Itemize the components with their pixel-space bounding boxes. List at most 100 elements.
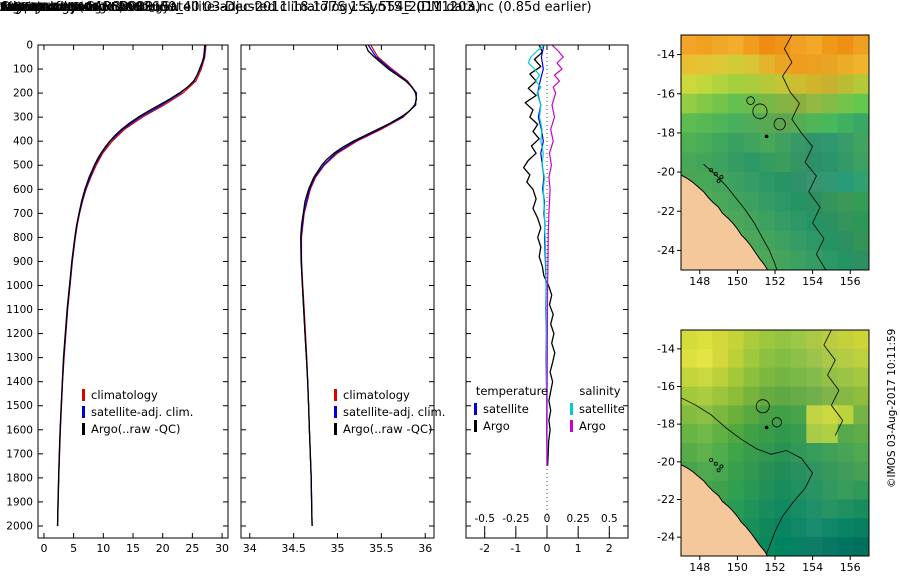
legend-item: satellite <box>570 400 630 417</box>
map-field <box>681 330 869 556</box>
legend-label: Argo(..raw -QC) <box>343 421 433 436</box>
svg-text:0.5: 0.5 <box>601 513 618 525</box>
svg-text:-16: -16 <box>657 380 675 393</box>
legend-column-header: temperature <box>475 384 549 398</box>
legend-label: climatology <box>91 387 158 402</box>
argo-line-swatch <box>334 422 337 435</box>
legend-item: Argo(..raw -QC) <box>82 420 193 437</box>
svg-text:-20: -20 <box>657 455 675 468</box>
svg-text:10: 10 <box>96 542 110 555</box>
climatology-line-swatch <box>334 388 337 401</box>
map-field <box>681 35 869 270</box>
svg-text:0: 0 <box>544 542 551 555</box>
svg-text:5: 5 <box>70 542 77 555</box>
sla-map-title-line2: Argo h1000: 0.067 h2000: NaN <box>0 0 180 14</box>
svg-text:-18: -18 <box>657 126 675 139</box>
legend-diff-salinity-column: salinity satellite Argo <box>570 384 630 434</box>
svg-text:-22: -22 <box>657 493 675 506</box>
sla-map: 148 150 152 154 156 -14 -16 -18 -20 -22 -24 <box>657 329 870 574</box>
page-subtitle: Climatology: CARS2009. Satellite-adjuste… <box>0 0 592 15</box>
legend-label: Argo <box>579 418 606 433</box>
satellite-t-line-swatch <box>474 402 477 415</box>
legend-temperature-panel: climatology satellite-adj. clim. Argo(..… <box>82 386 193 437</box>
svg-text:0: 0 <box>544 513 551 525</box>
svg-text:150: 150 <box>727 275 748 288</box>
svg-text:152: 152 <box>765 561 786 574</box>
svg-text:0: 0 <box>40 542 47 555</box>
svg-text:34.5: 34.5 <box>281 542 306 555</box>
page-title: Argo profile: csiro 5903639_40 03-Dec-20… <box>0 0 481 15</box>
svg-text:700: 700 <box>13 208 33 220</box>
svg-text:-1: -1 <box>510 542 521 555</box>
svg-text:30: 30 <box>215 542 229 555</box>
xlabel-t-difference: T difference from climatology <box>0 0 170 14</box>
satellite-clim-line-swatch <box>82 405 85 418</box>
svg-text:35.5: 35.5 <box>369 542 394 555</box>
svg-text:156: 156 <box>840 275 861 288</box>
svg-text:2000: 2000 <box>6 520 33 532</box>
svg-text:25: 25 <box>185 542 199 555</box>
difference-profile-plot: -2 -1 0 1 2 -0.5 -0.25 0 0.25 0.5 <box>465 44 629 555</box>
legend-salinity-panel: climatology satellite-adj. clim. Argo(..… <box>334 386 445 437</box>
svg-text:-18: -18 <box>657 418 675 431</box>
svg-text:-24: -24 <box>657 531 675 544</box>
legend-label: satellite-adj. clim. <box>343 404 446 419</box>
argo-t-line-swatch <box>474 419 477 432</box>
legend-item: climatology <box>334 386 445 403</box>
svg-text:148: 148 <box>689 561 710 574</box>
svg-text:1100: 1100 <box>6 304 33 316</box>
svg-text:154: 154 <box>802 561 823 574</box>
svg-text:1400: 1400 <box>6 376 33 388</box>
svg-text:-20: -20 <box>657 166 675 179</box>
svg-text:-14: -14 <box>657 48 675 61</box>
svg-text:36: 36 <box>418 542 432 555</box>
svg-text:0.25: 0.25 <box>566 513 589 525</box>
legend-item: Argo <box>474 417 550 434</box>
legend-item: satellite-adj. clim. <box>82 403 193 420</box>
svg-text:500: 500 <box>13 160 33 172</box>
svg-text:-16: -16 <box>657 87 675 100</box>
legend-label: satellite-adj. clim. <box>91 404 194 419</box>
temperature-profile-plot: 0 5 10 15 20 25 300100200300400500600700800900… <box>6 40 229 556</box>
satellite-s-line-swatch <box>570 402 573 415</box>
svg-text:1500: 1500 <box>6 400 33 412</box>
svg-text:150: 150 <box>727 561 748 574</box>
svg-text:300: 300 <box>13 112 33 124</box>
svg-text:154: 154 <box>802 275 823 288</box>
legend-item: Argo <box>570 417 630 434</box>
svg-text:900: 900 <box>13 256 33 268</box>
svg-text:35: 35 <box>331 542 345 555</box>
svg-text:34: 34 <box>243 542 257 555</box>
svg-text:2: 2 <box>606 542 613 555</box>
legend-item: satellite <box>474 400 550 417</box>
svg-text:1200: 1200 <box>6 328 33 340</box>
svg-text:100: 100 <box>13 64 33 76</box>
svg-text:200: 200 <box>13 88 33 100</box>
satellite-clim-line-swatch <box>334 405 337 418</box>
salinity-profile-plot: 34 34.5 35 35.5 36 <box>240 44 435 555</box>
svg-text:156: 156 <box>840 561 861 574</box>
legend-item: satellite-adj. clim. <box>334 403 445 420</box>
svg-text:1000: 1000 <box>6 280 33 292</box>
sst-map-title: sat. SST: 27.6 Argo: 27.1 <box>0 0 142 14</box>
svg-text:-22: -22 <box>657 205 675 218</box>
legend-diff-temperature-column: temperature satellite Argo <box>474 384 550 434</box>
svg-text:-0.5: -0.5 <box>474 513 495 525</box>
argo-line-swatch <box>82 422 85 435</box>
svg-text:-24: -24 <box>657 244 675 257</box>
legend-label: satellite <box>483 401 529 416</box>
svg-text:152: 152 <box>765 275 786 288</box>
svg-text:400: 400 <box>13 136 33 148</box>
legend-column-header: salinity <box>579 384 621 398</box>
s-difference-axis-label: S difference from climatology <box>0 0 163 13</box>
svg-text:20: 20 <box>156 542 170 555</box>
legend-label: Argo(..raw -QC) <box>91 421 181 436</box>
svg-text:148: 148 <box>689 275 710 288</box>
legend-label: satellite <box>579 401 625 416</box>
svg-text:1800: 1800 <box>6 472 33 484</box>
svg-text:1: 1 <box>575 542 582 555</box>
svg-text:-2: -2 <box>479 542 490 555</box>
sst-map: 148 150 152 154 156 -14 -16 -18 -20 -22 -24 <box>657 34 870 288</box>
